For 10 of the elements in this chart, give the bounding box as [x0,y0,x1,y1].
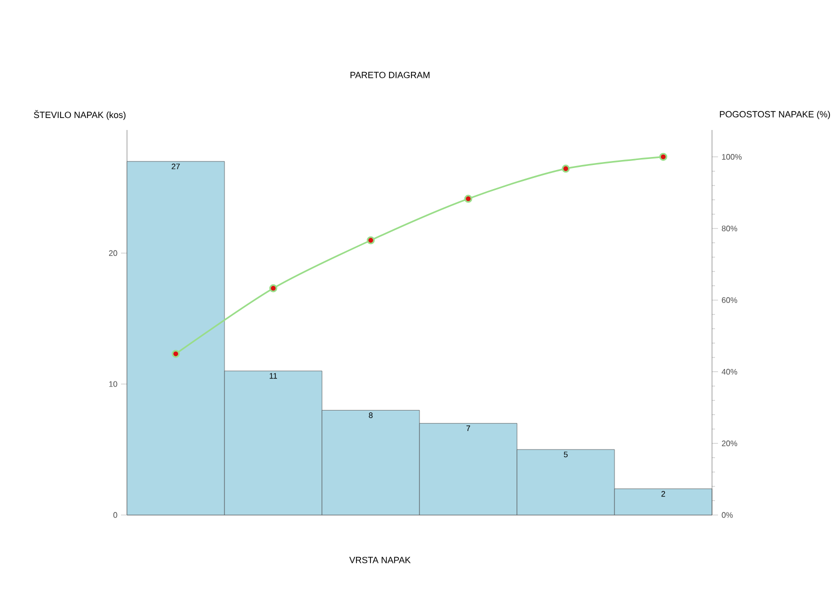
y2-axis-title: POGOSTOST NAPAKE (%) [720,110,830,120]
point [464,194,472,203]
x-axis-title: VRSTA NAPAK [349,556,411,564]
chart-title: PARETO DIAGRAM [350,72,430,78]
point [269,284,278,292]
point [659,152,668,161]
point [366,236,375,244]
y-axis-title: ŠTEVILO NAPAK (kos) [34,110,126,120]
point [562,164,570,173]
point [172,350,180,358]
